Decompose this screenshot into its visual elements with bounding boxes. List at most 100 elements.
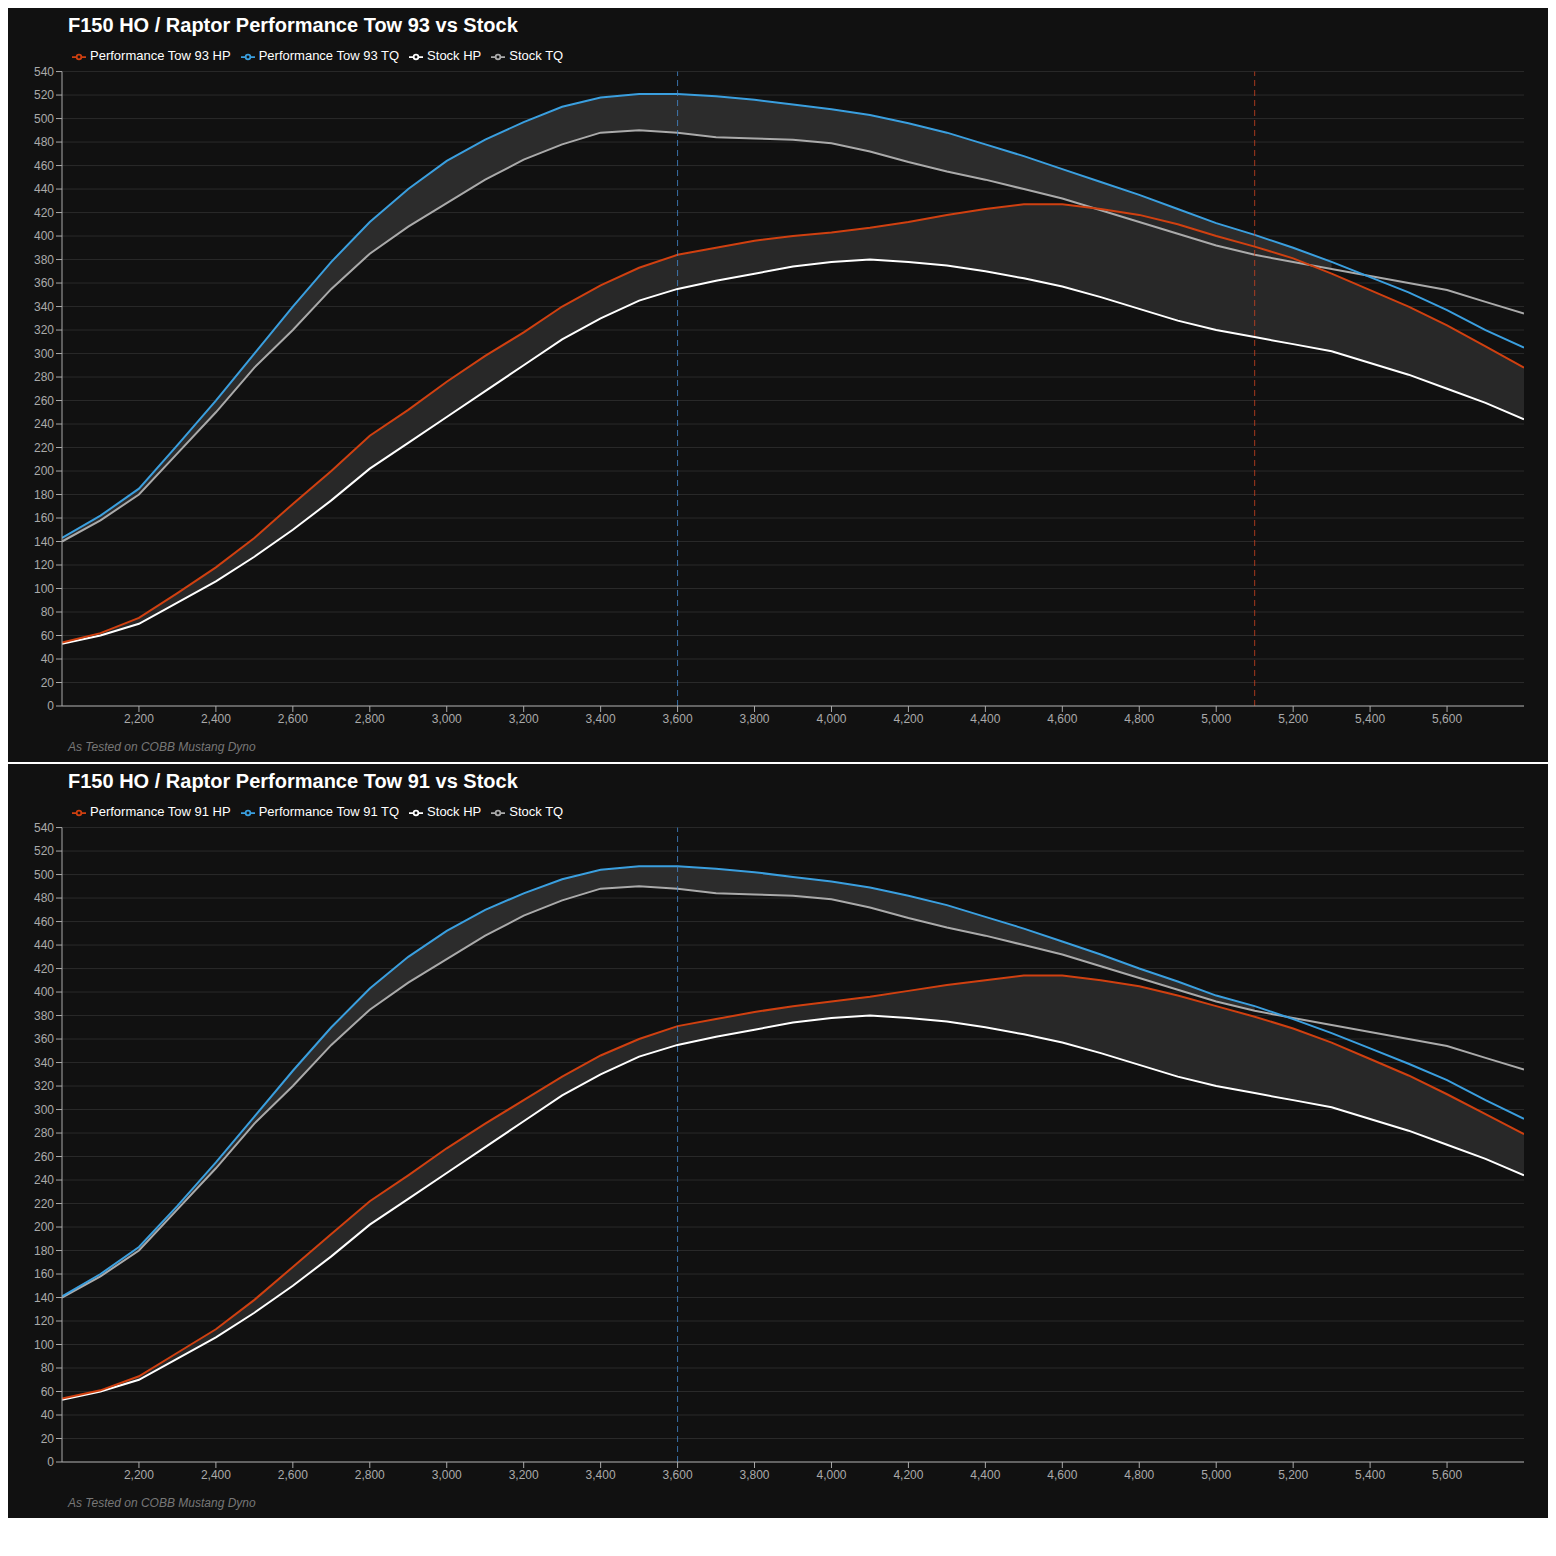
svg-text:4,200: 4,200: [893, 1468, 923, 1482]
svg-text:2,600: 2,600: [278, 712, 308, 726]
svg-text:400: 400: [34, 985, 54, 999]
svg-text:240: 240: [34, 417, 54, 431]
svg-text:2,800: 2,800: [355, 1468, 385, 1482]
svg-text:20: 20: [41, 676, 55, 690]
svg-text:540: 540: [34, 821, 54, 835]
svg-text:0: 0: [47, 1455, 54, 1469]
svg-text:4,000: 4,000: [816, 712, 846, 726]
svg-text:520: 520: [34, 88, 54, 102]
html-text:Performance Tow 91 TQ: Performance Tow 91 TQ: [258, 804, 400, 819]
svg-text:4,800: 4,800: [1124, 712, 1154, 726]
svg-text:340: 340: [34, 1056, 54, 1070]
svg-text:220: 220: [34, 441, 54, 455]
svg-text:4,800: 4,800: [1124, 1468, 1154, 1482]
html-text:Stock TQ: Stock TQ: [509, 48, 564, 63]
svg-text:2,400: 2,400: [201, 712, 231, 726]
svg-text:0: 0: [47, 699, 54, 713]
svg-text:540: 540: [34, 65, 54, 79]
svg-text:5,600: 5,600: [1432, 1468, 1462, 1482]
svg-text:420: 420: [34, 962, 54, 976]
html-text:Performance Tow 93 TQ: Performance Tow 93 TQ: [258, 48, 400, 63]
svg-text:3,600: 3,600: [663, 712, 693, 726]
svg-text:140: 140: [34, 535, 54, 549]
svg-text:2,200: 2,200: [124, 1468, 154, 1482]
svg-text:80: 80: [41, 1361, 55, 1375]
svg-text:280: 280: [34, 370, 54, 384]
svg-text:5,400: 5,400: [1355, 712, 1385, 726]
svg-text:4,200: 4,200: [893, 712, 923, 726]
svg-text:5,200: 5,200: [1278, 712, 1308, 726]
svg-text:3,400: 3,400: [586, 712, 616, 726]
html-text:F150 HO / Raptor Performance T: F150 HO / Raptor Performance Tow 93 vs S…: [68, 14, 518, 36]
svg-text:4,400: 4,400: [970, 1468, 1000, 1482]
svg-text:3,800: 3,800: [740, 712, 770, 726]
svg-text:40: 40: [41, 652, 55, 666]
svg-text:5,200: 5,200: [1278, 1468, 1308, 1482]
svg-text:3,200: 3,200: [509, 712, 539, 726]
svg-text:200: 200: [34, 464, 54, 478]
svg-text:4,000: 4,000: [816, 1468, 846, 1482]
svg-text:100: 100: [34, 582, 54, 596]
svg-text:2,600: 2,600: [278, 1468, 308, 1482]
svg-text:20: 20: [41, 1432, 55, 1446]
svg-text:340: 340: [34, 300, 54, 314]
svg-text:300: 300: [34, 347, 54, 361]
svg-text:440: 440: [34, 182, 54, 196]
html-text:Performance Tow 91 HP: Performance Tow 91 HP: [90, 804, 231, 819]
svg-text:80: 80: [41, 605, 55, 619]
svg-text:500: 500: [34, 868, 54, 882]
svg-text:200: 200: [34, 1220, 54, 1234]
svg-text:3,800: 3,800: [740, 1468, 770, 1482]
svg-text:4,600: 4,600: [1047, 1468, 1077, 1482]
svg-text:5,400: 5,400: [1355, 1468, 1385, 1482]
svg-text:60: 60: [41, 629, 55, 643]
svg-text:2,800: 2,800: [355, 712, 385, 726]
svg-text:520: 520: [34, 844, 54, 858]
svg-text:100: 100: [34, 1338, 54, 1352]
svg-text:180: 180: [34, 488, 54, 502]
svg-text:3,200: 3,200: [509, 1468, 539, 1482]
svg-text:460: 460: [34, 915, 54, 929]
svg-text:500: 500: [34, 112, 54, 126]
svg-text:260: 260: [34, 1150, 54, 1164]
svg-text:460: 460: [34, 159, 54, 173]
svg-text:2,400: 2,400: [201, 1468, 231, 1482]
svg-text:480: 480: [34, 135, 54, 149]
svg-text:480: 480: [34, 891, 54, 905]
svg-text:3,400: 3,400: [586, 1468, 616, 1482]
svg-text:360: 360: [34, 276, 54, 290]
svg-text:180: 180: [34, 1244, 54, 1258]
svg-text:420: 420: [34, 206, 54, 220]
svg-text:160: 160: [34, 511, 54, 525]
svg-text:3,000: 3,000: [432, 1468, 462, 1482]
svg-text:4,400: 4,400: [970, 712, 1000, 726]
svg-text:140: 140: [34, 1291, 54, 1305]
html-text:Performance Tow 93 HP: Performance Tow 93 HP: [90, 48, 231, 63]
svg-text:380: 380: [34, 253, 54, 267]
svg-text:5,600: 5,600: [1432, 712, 1462, 726]
svg-text:120: 120: [34, 558, 54, 572]
svg-text:120: 120: [34, 1314, 54, 1328]
svg-text:3,600: 3,600: [663, 1468, 693, 1482]
svg-text:40: 40: [41, 1408, 55, 1422]
svg-text:160: 160: [34, 1267, 54, 1281]
svg-text:320: 320: [34, 323, 54, 337]
svg-text:2,200: 2,200: [124, 712, 154, 726]
svg-text:400: 400: [34, 229, 54, 243]
svg-text:3,000: 3,000: [432, 712, 462, 726]
svg-text:5,000: 5,000: [1201, 712, 1231, 726]
svg-text:380: 380: [34, 1009, 54, 1023]
svg-text:300: 300: [34, 1103, 54, 1117]
svg-text:5,000: 5,000: [1201, 1468, 1231, 1482]
html-text:Stock HP: Stock HP: [427, 48, 482, 63]
svg-text:360: 360: [34, 1032, 54, 1046]
svg-text:260: 260: [34, 394, 54, 408]
svg-text:240: 240: [34, 1173, 54, 1187]
svg-text:220: 220: [34, 1197, 54, 1211]
html-text:F150 HO / Raptor Performance T: F150 HO / Raptor Performance Tow 91 vs S…: [68, 770, 518, 792]
svg-text:280: 280: [34, 1126, 54, 1140]
svg-text:4,600: 4,600: [1047, 712, 1077, 726]
svg-text:60: 60: [41, 1385, 55, 1399]
svg-text:440: 440: [34, 938, 54, 952]
svg-text:320: 320: [34, 1079, 54, 1093]
